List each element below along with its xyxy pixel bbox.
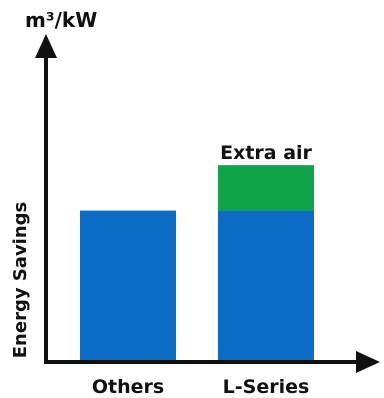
bar-base-l-series	[218, 210, 314, 362]
bar-extra-air-l-series	[218, 165, 314, 211]
bar-base-others	[80, 210, 176, 362]
bars-layer	[80, 165, 314, 362]
extra-air-label: Extra air	[220, 142, 312, 164]
y-axis-unit-label: m³/kW	[25, 8, 97, 32]
x-axis-arrow-icon	[356, 351, 380, 373]
extra-label-layer: Extra air	[220, 142, 312, 164]
x-tick-labels: Others L-Series	[92, 376, 309, 398]
y-axis-title: Energy Savings	[10, 202, 31, 359]
y-axis-arrow-icon	[35, 34, 57, 58]
x-tick-label-l-series: L-Series	[223, 376, 310, 398]
x-tick-label-others: Others	[92, 376, 164, 398]
